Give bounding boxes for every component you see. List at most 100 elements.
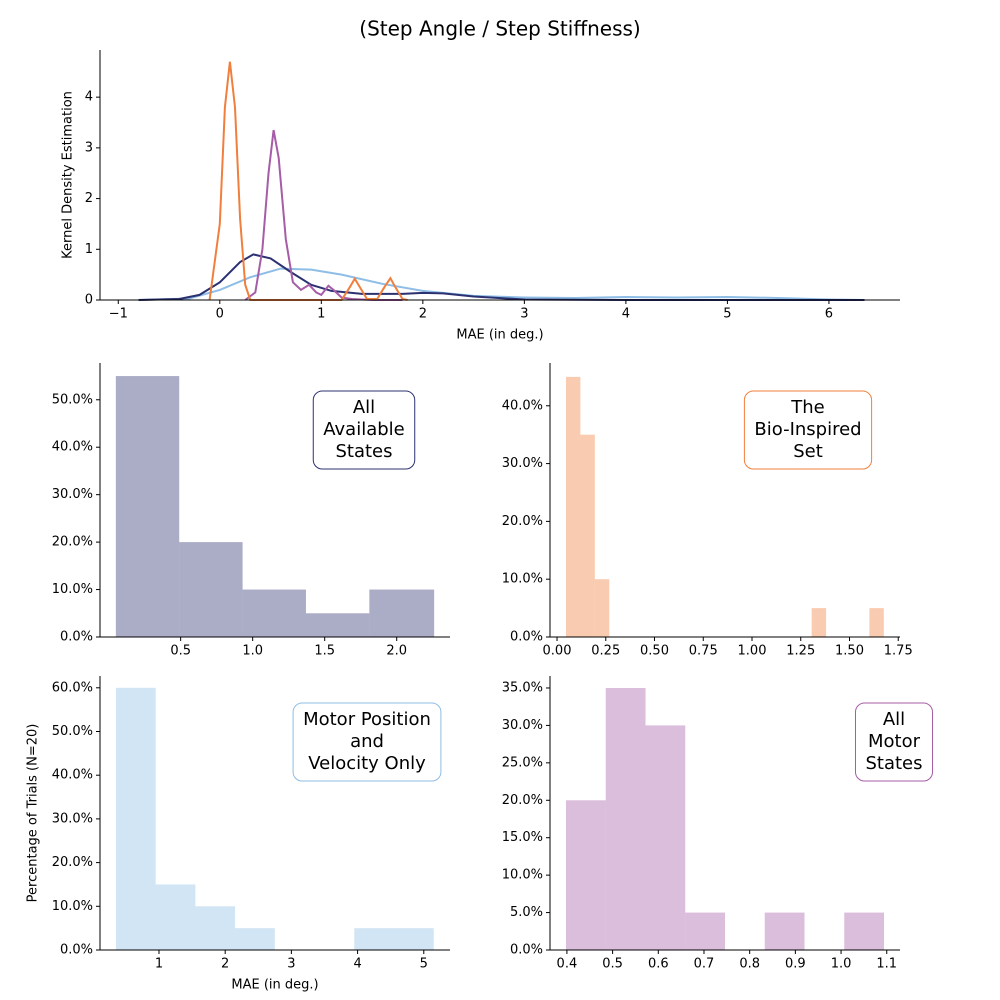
hist-bar [685,912,725,950]
hist-bar [594,579,610,637]
annotation-line: Velocity Only [308,753,426,774]
y-tick-label: 10.0% [52,899,93,914]
x-tick-label: 2 [419,307,427,322]
y-tick-label: 20.0% [502,793,543,808]
x-tick-label: 4 [353,957,361,972]
x-tick-label: 1.0 [831,957,852,972]
y-tick-label: 15.0% [502,830,543,845]
hist-bar [811,608,827,637]
hist-bar [844,912,885,950]
x-tick-label: 3 [520,307,528,322]
hist-bar [235,928,275,950]
hist-bar [645,725,686,950]
x-axis-label: MAE (in deg.) [231,978,318,993]
hist-bar [155,884,196,950]
hist-bar [764,912,805,950]
subplot: 1 2 3 4 50.0%10.0%20.0%30.0%40.0%50.0%60.0%M… [26,676,450,993]
y-tick-label: 4 [85,90,93,105]
x-tick-label: 0.8 [739,957,760,972]
y-tick-label: 30.0% [502,718,543,733]
x-tick-label: 5 [420,957,428,972]
x-tick-label: 1.25 [786,644,815,659]
hist-bar [393,928,434,950]
x-tick-label: 1.0 [242,644,263,659]
x-tick-label: 0.4 [557,957,578,972]
x-tick-label: −1 [109,307,128,322]
hist-bar [115,376,180,637]
y-tick-label: 40.0% [52,440,93,455]
hist-bar [115,687,156,950]
subplot: 0.00 0.25 0.50 0.75 1.00 1.25 1.50 1.75 0.0% 10.0… [502,363,913,659]
y-tick-label: 40.0% [52,768,93,783]
subplot: 0.4 0.5 0.6 0.7 0.8 0.9 1.0 1.1 0.0% 5.0% 10.0% 15.… [502,676,934,972]
x-tick-label: 1 [155,957,163,972]
kde-line [208,61,408,301]
y-tick-label: 10.0% [502,572,543,587]
annotation-line: All [353,397,375,418]
x-tick-label: 0.5 [602,957,623,972]
x-tick-label: 1.50 [835,644,864,659]
x-tick-label: 2.0 [386,644,407,659]
y-tick-label: 30.0% [52,487,93,502]
y-tick-label: 10.0% [502,868,543,883]
hist-bar [565,376,581,637]
y-tick-label: 60.0% [52,680,93,695]
annotation-line: Available [323,419,404,440]
x-tick-label: 0.25 [591,644,620,659]
y-tick-label: 20.0% [52,535,93,550]
annotation-box [854,702,934,782]
x-tick-label: 2 [221,957,229,972]
hist-bar [242,589,306,637]
x-tick-label: 0.6 [648,957,669,972]
subplot: 0.5 1.0 1.5 2.0 0.0% 10.0% 20.0% 30.0% 40.0% 50.0… [52,363,450,659]
x-tick-label: 1 [317,307,325,322]
y-tick-label: 30.0% [502,456,543,471]
x-axis-label: MAE (in deg.) [456,328,543,343]
y-tick-label: 3 [85,140,93,155]
y-tick-label: 0.0% [60,943,93,958]
y-tick-label: 20.0% [52,855,93,870]
y-tick-label: 0.0% [510,943,543,958]
annotation-line: Motor Position [303,709,431,730]
hist-bar [195,906,236,950]
kde-line [138,253,865,301]
x-tick-label: 0.75 [689,644,718,659]
y-tick-label: 20.0% [502,514,543,529]
y-axis-label: Kernel Density Estimation [61,91,76,259]
x-tick-label: 0.9 [785,957,806,972]
y-tick-label: 25.0% [502,755,543,770]
x-tick-label: 5 [723,307,731,322]
y-tick-label: 2 [85,191,93,206]
annotation-box [743,390,873,470]
y-tick-label: 1 [85,242,93,257]
hist-bar [565,800,606,950]
subplot: −1 0 1 2 3 4 5 6 0 1 2 3 4 MAE (in deg.) Kernel Densit… [61,50,900,343]
annotation-line: Set [793,441,823,462]
hist-bar [179,542,243,637]
x-tick-label: 0.5 [170,644,191,659]
annotation-line: and [350,731,384,752]
x-tick-label: 0.50 [640,644,669,659]
y-axis-label: Percentage of Trials (N=20) [26,724,41,903]
annotation-line: Bio-Inspired [754,419,861,440]
y-tick-label: 50.0% [52,724,93,739]
annotation-line: States [865,753,922,774]
y-tick-label: 0.0% [60,630,93,645]
x-tick-label: 0.00 [543,644,572,659]
y-tick-label: 40.0% [502,398,543,413]
hist-bar [369,589,435,637]
x-tick-label: 1.00 [738,644,767,659]
hist-bar [869,608,884,637]
annotation-line: All [883,709,905,730]
y-tick-label: 30.0% [52,811,93,826]
hist-bar [605,687,646,950]
x-tick-label: 1.75 [884,644,913,659]
x-tick-label: 0 [216,307,224,322]
y-tick-label: 10.0% [52,582,93,597]
y-tick-label: 0 [85,293,93,308]
kde-line [244,129,403,301]
x-tick-label: 1.1 [876,957,897,972]
annotation-box [292,702,442,782]
x-tick-label: 6 [825,307,833,322]
